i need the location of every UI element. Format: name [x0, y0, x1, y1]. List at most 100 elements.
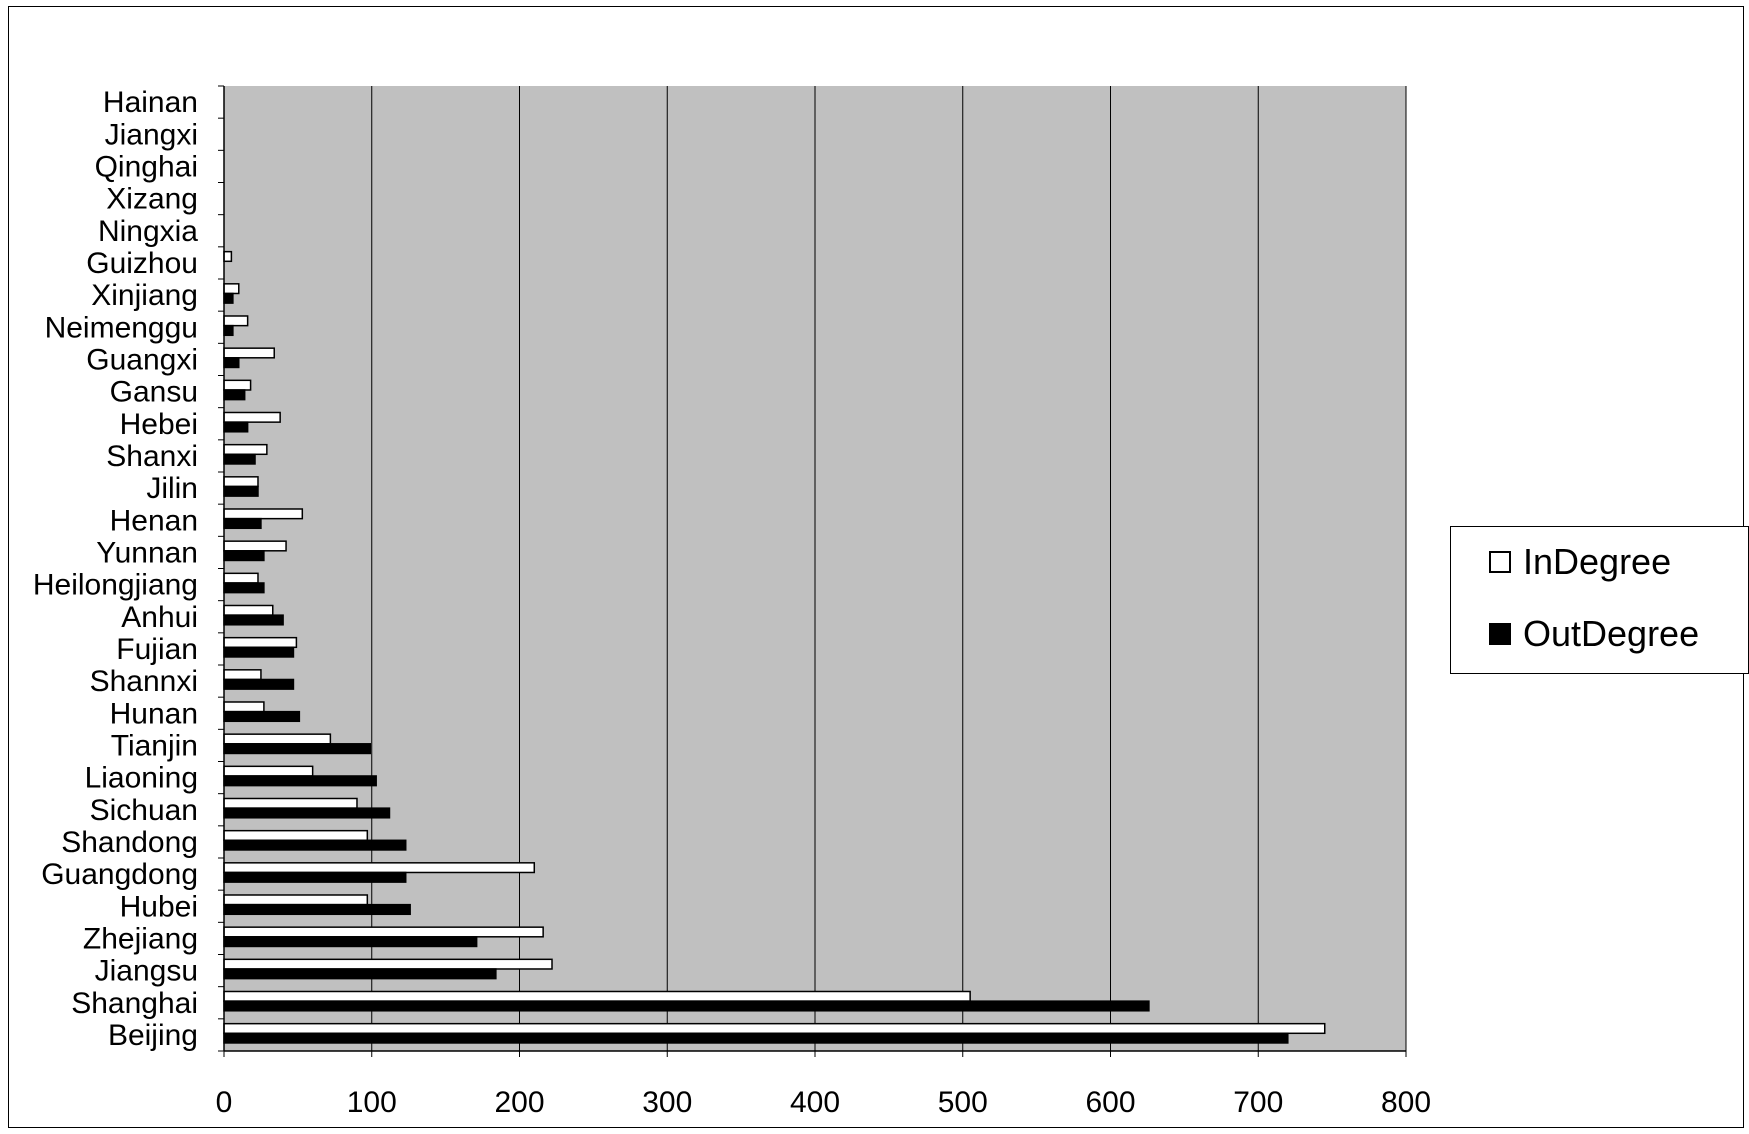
bar-outdegree-xinjiang	[223, 292, 234, 304]
bar-outdegree-hebei	[223, 421, 249, 433]
x-tick-label: 100	[347, 1086, 397, 1119]
x-tick-label: 400	[790, 1086, 840, 1119]
bar-indegree-fujian	[223, 636, 298, 649]
bar-outdegree-heilongjiang	[223, 582, 265, 594]
category-label-jiangsu: Jiangsu	[95, 955, 198, 988]
bar-outdegree-tianjin	[223, 743, 372, 755]
bar-outdegree-beijing	[223, 1032, 1289, 1044]
bar-indegree-guangxi	[223, 347, 275, 359]
bar-indegree-jilin	[223, 476, 259, 488]
bar-indegree-shandong	[223, 829, 369, 842]
bar-indegree-anhui	[223, 604, 274, 616]
bar-indegree-heilongjiang	[223, 572, 259, 584]
bar-indegree-neimenggu	[223, 315, 249, 327]
bar-outdegree-hunan	[223, 710, 301, 723]
x-tick-label: 0	[216, 1086, 233, 1119]
legend-swatch-outdegree	[1489, 623, 1511, 645]
bar-outdegree-sichuan	[223, 807, 391, 819]
category-label-xinjiang: Xinjiang	[91, 279, 198, 312]
category-label-xizang: Xizang	[106, 183, 198, 216]
category-label-shanxi: Shanxi	[106, 440, 198, 473]
bar-outdegree-guangxi	[223, 357, 240, 369]
legend: InDegree OutDegree	[1450, 526, 1749, 674]
category-label-zhejiang: Zhejiang	[83, 922, 198, 955]
category-label-jiangxi: Jiangxi	[105, 118, 198, 151]
category-label-tianjin: Tianjin	[111, 729, 198, 762]
legend-label-indegree: InDegree	[1523, 541, 1672, 582]
category-label-hunan: Hunan	[110, 697, 198, 730]
x-tick-label: 200	[494, 1086, 544, 1119]
category-label-hebei: Hebei	[120, 408, 198, 441]
gridlines	[371, 86, 1407, 1051]
bar-indegree-shanxi	[223, 443, 268, 456]
legend-item-indegree: InDegree	[1489, 541, 1671, 583]
category-label-guangxi: Guangxi	[86, 343, 198, 376]
bar-outdegree-neimenggu	[223, 324, 234, 337]
bar-indegree-yunnan	[223, 540, 287, 552]
legend-item-outdegree: OutDegree	[1489, 613, 1699, 655]
bar-outdegree-guangdong	[223, 871, 407, 883]
bar-outdegree-gansu	[223, 389, 246, 401]
category-label-qinghai: Qinghai	[95, 150, 198, 183]
category-label-fujian: Fujian	[116, 633, 198, 666]
bar-indegree-shanghai	[223, 990, 971, 1002]
bar-indegree-zhejiang	[223, 926, 544, 938]
category-label-shandong: Shandong	[61, 826, 198, 859]
bar-outdegree-hubei	[223, 903, 411, 916]
category-label-sichuan: Sichuan	[90, 794, 198, 827]
category-label-jilin: Jilin	[146, 472, 198, 505]
bar-indegree-liaoning	[223, 765, 314, 777]
bar-indegree-tianjin	[223, 733, 332, 745]
bar-outdegree-anhui	[223, 614, 284, 626]
category-label-hubei: Hubei	[120, 890, 198, 923]
bar-outdegree-zhejiang	[223, 936, 478, 948]
bar-outdegree-shanghai	[223, 1000, 1150, 1012]
category-label-heilongjiang: Heilongjiang	[33, 569, 198, 602]
x-tick-label: 800	[1381, 1086, 1431, 1119]
bar-indegree-henan	[223, 508, 304, 520]
bar-outdegree-henan	[223, 517, 262, 530]
bar-outdegree-jilin	[223, 485, 259, 497]
bar-outdegree-shanxi	[223, 453, 256, 465]
category-label-guizhou: Guizhou	[86, 247, 198, 280]
bar-indegree-hunan	[223, 701, 265, 713]
x-tick-label: 700	[1233, 1086, 1283, 1119]
bar-outdegree-fujian	[223, 646, 295, 658]
bar-indegree-gansu	[223, 379, 252, 391]
bar-indegree-hebei	[223, 411, 281, 423]
bar-indegree-hubei	[223, 894, 369, 906]
category-labels: BeijingShanghaiJiangsuZhejiangHubeiGuang…	[33, 86, 198, 1052]
x-tick-label: 600	[1085, 1086, 1135, 1119]
category-label-hainan: Hainan	[103, 86, 198, 119]
bar-outdegree-shannxi	[223, 678, 295, 690]
bar-indegree-sichuan	[223, 797, 358, 809]
bar-indegree-guizhou	[223, 250, 233, 263]
category-label-ningxia: Ningxia	[98, 215, 198, 248]
bar-indegree-beijing	[223, 1022, 1326, 1035]
bar-outdegree-jiangsu	[223, 968, 497, 980]
bar-indegree-shannxi	[223, 669, 262, 681]
category-label-yunnan: Yunnan	[96, 536, 198, 569]
category-label-gansu: Gansu	[110, 376, 198, 409]
category-label-shannxi: Shannxi	[90, 665, 198, 698]
category-label-anhui: Anhui	[121, 601, 198, 634]
category-label-guangdong: Guangdong	[41, 858, 198, 891]
bar-outdegree-shandong	[223, 839, 407, 851]
category-label-shanghai: Shanghai	[71, 987, 198, 1020]
category-label-liaoning: Liaoning	[85, 762, 198, 795]
bar-indegree-jiangsu	[223, 958, 553, 970]
category-label-henan: Henan	[110, 504, 198, 537]
category-label-neimenggu: Neimenggu	[45, 311, 198, 344]
bar-indegree-xinjiang	[223, 283, 240, 295]
legend-label-outdegree: OutDegree	[1523, 613, 1700, 654]
x-tick-labels: 0 100 200 300 400 500 600 700 800	[216, 1086, 1431, 1119]
bar-indegree-guangdong	[223, 862, 536, 874]
x-tick-label: 300	[642, 1086, 692, 1119]
x-tick-label: 500	[938, 1086, 988, 1119]
category-label-beijing: Beijing	[108, 1019, 198, 1052]
bar-outdegree-yunnan	[223, 550, 265, 562]
axes	[218, 85, 1407, 1057]
legend-swatch-indegree	[1489, 551, 1511, 573]
bar-outdegree-liaoning	[223, 775, 377, 787]
